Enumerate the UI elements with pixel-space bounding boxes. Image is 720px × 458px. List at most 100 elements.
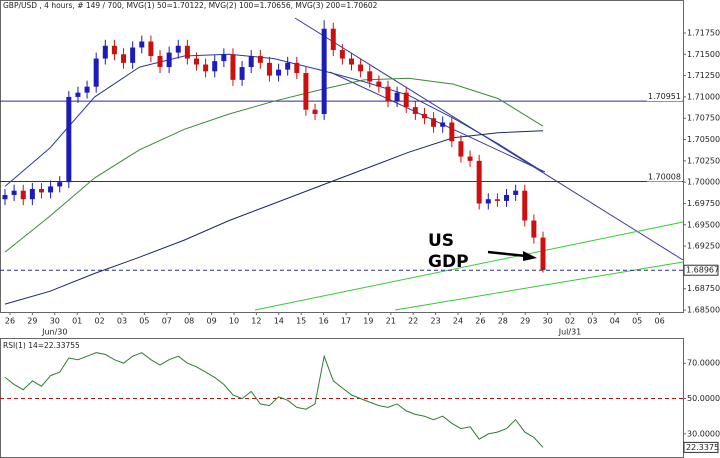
x-tick-label: 06	[655, 317, 665, 326]
x-tick-label: 26	[475, 317, 485, 326]
candle-body	[20, 190, 26, 200]
rsi-line	[4, 352, 544, 448]
rsi-value-box	[683, 441, 719, 453]
x-tick-label: 14	[274, 317, 284, 326]
candle-body	[321, 28, 327, 114]
candle-body	[431, 118, 437, 127]
candle-body	[494, 199, 500, 201]
y-tick-label: 1.71250	[687, 71, 720, 80]
x-tick-label: 30	[543, 317, 553, 326]
candle-body	[367, 71, 373, 82]
annotation: US	[428, 231, 454, 251]
candle-body	[385, 86, 391, 102]
y-tick-label: 1.68500	[687, 306, 720, 315]
candle-body	[440, 122, 446, 127]
candle-body	[540, 237, 546, 270]
month-label: Jul/31	[558, 328, 582, 337]
annotation: GDP	[428, 252, 469, 272]
y-tick-label: 1.70000	[687, 178, 720, 187]
candle-body	[458, 141, 464, 157]
candle-body	[29, 188, 35, 200]
candle-body	[57, 182, 63, 187]
x-tick-label: 28	[498, 317, 508, 326]
candle-body	[230, 54, 236, 80]
trend-line	[394, 261, 684, 311]
candle-body	[148, 41, 154, 56]
candle-body	[111, 45, 117, 55]
y-tick-label: 1.68750	[687, 284, 720, 293]
x-tick-label: 16	[319, 317, 329, 326]
candle-body	[212, 61, 218, 72]
candle-body	[102, 45, 108, 59]
x-tick-label: 08	[184, 317, 194, 326]
y-tick-label: 1.70250	[687, 156, 720, 165]
moving-average	[4, 77, 544, 253]
x-tick-label: 02	[565, 317, 575, 326]
x-tick-label: 24	[453, 317, 463, 326]
candle-body	[139, 41, 145, 48]
candle-body	[121, 54, 127, 63]
x-tick-label: 17	[341, 317, 351, 326]
trend-line	[329, 71, 546, 173]
candle-body	[130, 47, 136, 63]
candle-body	[184, 45, 190, 59]
candle-body	[476, 160, 482, 204]
candle-body	[175, 45, 181, 53]
x-tick-label: 12	[251, 317, 261, 326]
candle-body	[513, 190, 519, 195]
candle-body	[294, 62, 300, 74]
candle-body	[75, 92, 81, 97]
candle-body	[193, 58, 199, 65]
rsi-tick-label: 70.00000	[687, 359, 720, 368]
candle-body	[485, 199, 491, 204]
candle-body	[221, 54, 227, 62]
y-tick-label: 1.69250	[687, 242, 720, 251]
candle-body	[239, 67, 245, 80]
rsi-tick-label: 50.00000	[687, 394, 720, 403]
trend-line	[254, 221, 684, 311]
x-tick-label: 23	[431, 317, 441, 326]
price-panel-border	[0, 0, 684, 313]
price-level-label: 1.68967	[686, 266, 719, 275]
candle-body	[449, 122, 455, 142]
x-tick-label: 29	[27, 317, 37, 326]
candle-body	[358, 64, 364, 72]
candle-body	[303, 73, 309, 110]
month-label: Jun/30	[41, 328, 67, 337]
candle-body	[312, 109, 318, 114]
annotation-arrow	[487, 250, 527, 258]
candle-body	[157, 55, 163, 68]
y-tick-label: 1.70500	[687, 135, 720, 144]
candle-body	[394, 92, 400, 102]
x-tick-label: 05	[632, 317, 642, 326]
candle-body	[376, 81, 382, 87]
x-tick-label: 01	[72, 317, 82, 326]
rsi-tick-label: 30.00000	[687, 429, 720, 438]
candle-body	[504, 194, 510, 201]
candle-body	[248, 55, 254, 68]
y-tick-label: 1.71000	[687, 92, 720, 101]
candle-body	[403, 92, 409, 108]
x-tick-label: 10	[229, 317, 239, 326]
x-tick-label: 05	[139, 317, 149, 326]
candle-body	[203, 64, 209, 72]
moving-average	[4, 53, 544, 187]
x-tick-label: 07	[162, 317, 172, 326]
price-level-label: 1.70951	[648, 92, 681, 101]
candle-body	[48, 186, 54, 193]
candle-body	[421, 113, 427, 119]
price-level-label: 1.70008	[648, 172, 681, 181]
x-tick-label: 02	[95, 317, 105, 326]
candle-body	[38, 188, 44, 193]
x-tick-label: 04	[610, 317, 620, 326]
y-tick-label: 1.69500	[687, 220, 720, 229]
candle-body	[339, 50, 345, 59]
x-tick-label: 03	[117, 317, 127, 326]
candle-body	[66, 96, 72, 183]
candle-body	[2, 194, 8, 200]
candle-body	[522, 190, 528, 221]
y-tick-label: 1.71500	[687, 50, 720, 59]
candle-body	[467, 156, 473, 161]
